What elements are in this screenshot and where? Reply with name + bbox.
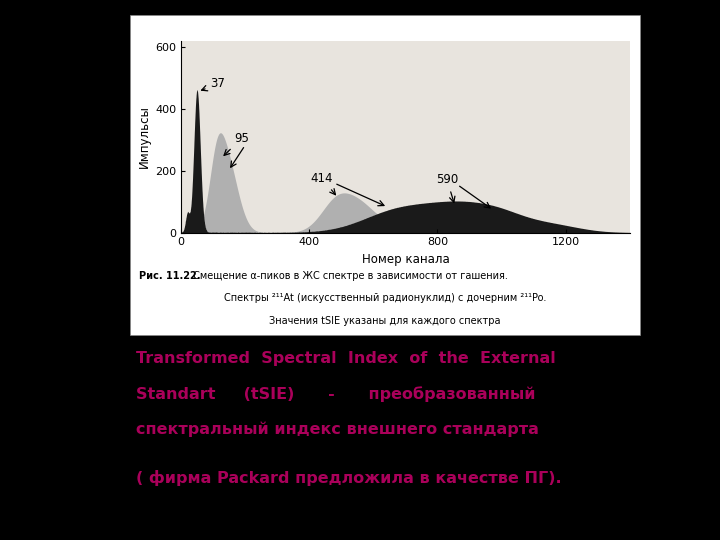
Text: 95: 95	[224, 132, 249, 156]
Text: 590: 590	[436, 173, 458, 202]
X-axis label: Номер канала: Номер канала	[361, 253, 449, 266]
Text: Transformed  Spectral  Index  of  the  External: Transformed Spectral Index of the Extern…	[136, 351, 556, 366]
Text: Смещение α-пиков в ЖС спектре в зависимости от гашения.: Смещение α-пиков в ЖС спектре в зависимо…	[191, 271, 508, 281]
Text: Рис. 11.22.: Рис. 11.22.	[139, 271, 200, 281]
Y-axis label: Импульсы: Импульсы	[138, 105, 151, 168]
Text: Standart     (tSIE)      -      преобразованный: Standart (tSIE) - преобразованный	[136, 386, 535, 402]
Text: ( фирма Packard предложила в качестве ПГ).: ( фирма Packard предложила в качестве ПГ…	[136, 470, 562, 486]
Text: 414: 414	[311, 172, 336, 195]
Text: спектральный индекс внешнего стандарта: спектральный индекс внешнего стандарта	[136, 421, 539, 437]
Text: 37: 37	[202, 77, 225, 91]
Text: Значения tSIE указаны для каждого спектра: Значения tSIE указаны для каждого спектр…	[269, 316, 500, 326]
Text: Спектры ²¹¹At (искусственный радионуклид) с дочерним ²¹¹Po.: Спектры ²¹¹At (искусственный радионуклид…	[224, 293, 546, 303]
